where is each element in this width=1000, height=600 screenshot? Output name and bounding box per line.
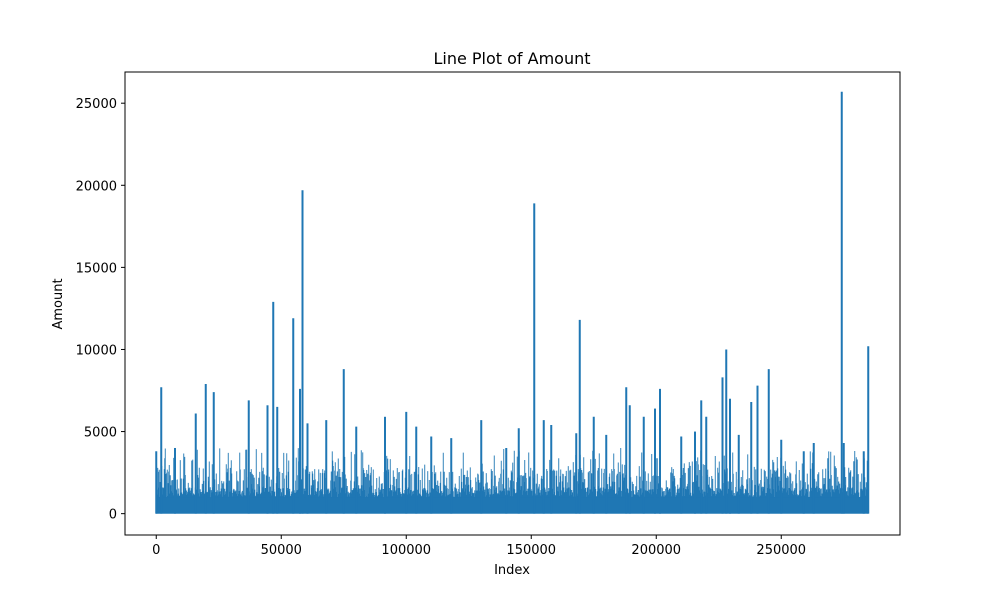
y-axis-label: Amount — [51, 278, 66, 329]
y-tick-label: 0 — [109, 508, 117, 523]
y-tick-label: 15000 — [76, 261, 117, 276]
y-tick-label: 5000 — [84, 426, 117, 441]
y-tick-label: 20000 — [76, 179, 117, 194]
x-tick-label: 250000 — [756, 543, 806, 558]
x-axis-label: Index — [494, 563, 530, 578]
axes-frame — [124, 71, 901, 536]
chart-title: Line Plot of Amount — [433, 49, 590, 68]
x-tick-label: 50000 — [261, 543, 302, 558]
x-axis: 0 50000 100000 150000 200000 250000 — [152, 535, 806, 558]
x-tick-label: 0 — [152, 543, 160, 558]
plot-area — [155, 91, 870, 514]
x-tick-label: 200000 — [631, 543, 681, 558]
x-tick-label: 150000 — [506, 543, 556, 558]
x-tick-label: 100000 — [381, 543, 431, 558]
y-tick-label: 10000 — [76, 343, 117, 358]
series-base-band — [156, 497, 869, 514]
y-tick-label: 25000 — [76, 97, 117, 112]
y-axis: 0 5000 10000 15000 20000 25000 — [76, 97, 125, 523]
